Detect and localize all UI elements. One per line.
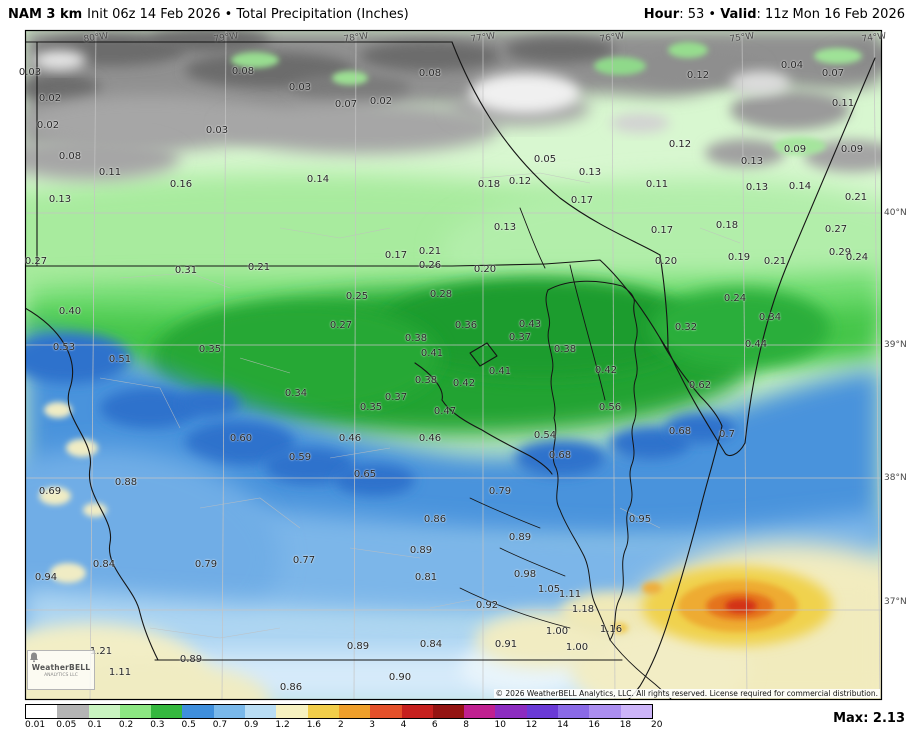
colorbar-cell <box>119 705 152 718</box>
colorbar-cell <box>213 705 246 718</box>
colorbar-cell <box>464 705 496 718</box>
colorbar-tick-label: 2 <box>338 720 344 730</box>
color-scale-ticks: 0.01 0.05 0.1 0.2 0.3 0.5 0.7 0.9 1.2 1.6 2 3 4 6 8 10 1… <box>25 720 705 732</box>
colorbar-tick-label: 0.2 <box>118 720 134 730</box>
colorbar-tick-label: 0.1 <box>87 720 102 730</box>
colorbar-cell <box>307 705 339 718</box>
copyright-notice: © 2026 WeatherBELL Analytics, LLC. All r… <box>493 689 880 698</box>
colorbar-tick-label: 0.7 <box>212 720 228 730</box>
logo-text: WeatherBELL <box>31 662 91 672</box>
colorbar-cell <box>88 705 120 718</box>
colorbar-tick-label: 0.3 <box>150 720 165 730</box>
logo-subtext: ANALYTICS LLC <box>44 672 78 678</box>
colorbar-tick-label: 12 <box>525 720 538 730</box>
colorbar-tick-label: 1.6 <box>306 720 322 730</box>
colorbar-tick-label: 18 <box>619 720 632 730</box>
weatherbell-logo: WeatherBELL ANALYTICS LLC <box>27 650 95 690</box>
graticule <box>25 30 881 700</box>
precip-map-svg <box>24 29 883 701</box>
colorbar-tick-label: 10 <box>494 720 506 730</box>
colorbar-tick-label: 0.5 <box>181 720 196 730</box>
colorbar-cell <box>589 705 621 718</box>
colorbar-cell <box>151 705 183 718</box>
colorbar-cell <box>558 705 590 718</box>
chesapeake-bay-outline <box>414 280 673 700</box>
title-bar: NAM 3 km Init 06z 14 Feb 2026 • Total Pre… <box>0 0 913 28</box>
max-label-text: Max <box>833 711 864 726</box>
precip-field <box>25 30 881 700</box>
colorbar-tick-label: 0.01 <box>25 720 46 730</box>
colorbar-cell <box>57 705 89 718</box>
max-value-text: : 2.13 <box>863 711 905 726</box>
colorbar-cell <box>338 705 371 718</box>
colorbar-tick-label: 14 <box>557 720 569 730</box>
colorbar-tick-label: 4 <box>400 720 407 730</box>
valid-label: Valid <box>720 6 757 22</box>
colorbar-cell <box>370 705 402 718</box>
separator: • <box>704 6 721 22</box>
colorbar-cell <box>26 705 58 718</box>
colorbar-tick-label: 0.9 <box>244 720 259 730</box>
bell-icon <box>30 652 38 663</box>
colorbar-cell <box>276 705 308 718</box>
map-area: 80°W 79°W 78°W 77°W 76°W 75°W 74°W 40°N 39°N 38°… <box>0 28 913 702</box>
colorbar-tick-label: 0.05 <box>56 720 77 730</box>
colorbar-cell <box>182 705 214 718</box>
colorbar-tick-label: 16 <box>588 720 600 730</box>
colorbar-cell <box>620 705 652 718</box>
valid-value: : 11z Mon 16 Feb 2026 <box>756 6 905 22</box>
hour-label: Hour <box>643 6 680 22</box>
frozen-gray-band <box>25 30 881 180</box>
colorbar-cell <box>401 705 433 718</box>
precip-color-scale <box>25 704 653 719</box>
colorbar-tick-label: 8 <box>463 720 469 730</box>
colorbar-tick-label: 1.2 <box>275 720 290 730</box>
colorbar-cell <box>495 705 527 718</box>
colorbar-tick-label: 6 <box>431 720 438 730</box>
map-subtitle: Init 06z 14 Feb 2026 • Total Precipitati… <box>87 6 409 22</box>
map-title: NAM 3 km Init 06z 14 Feb 2026 • Total Pre… <box>8 7 409 22</box>
colorbar-cell <box>526 705 559 718</box>
hour-value: : 53 <box>679 6 705 22</box>
model-name: NAM 3 km <box>8 6 83 22</box>
county-lines <box>99 172 741 639</box>
map-frame <box>24 29 883 701</box>
colorbar-cell <box>432 705 465 718</box>
colorbar-tick-label: 20 <box>651 720 663 730</box>
colorbar-tick-label: 3 <box>369 720 376 730</box>
forecast-time: Hour: 53 • Valid: 11z Mon 16 Feb 2026 <box>644 7 905 22</box>
max-value-label: Max: 2.13 <box>833 711 905 726</box>
colorbar-cell <box>245 705 277 718</box>
state-borders <box>25 41 876 700</box>
